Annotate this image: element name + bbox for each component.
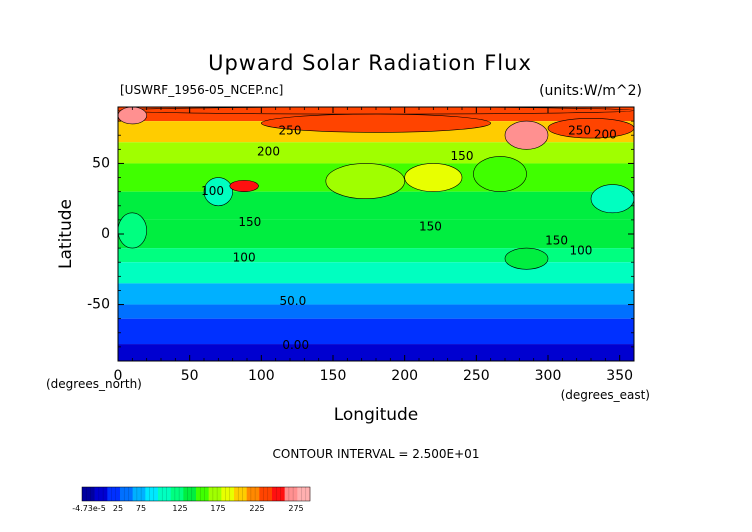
field-region-9 <box>473 156 527 192</box>
y-tick-label--50: -50 <box>87 297 110 313</box>
colorbar-cell-12 <box>234 487 247 501</box>
y-tick-label-0: 0 <box>101 226 110 242</box>
colorbar-cell-6 <box>158 487 171 501</box>
file-label: [USWRF_1956-05_NCEP.nc] <box>120 83 283 97</box>
latitude-band-2 <box>118 142 634 164</box>
colorbar-cell-15 <box>272 487 285 501</box>
contour-label-2: 200 <box>257 145 280 159</box>
colorbar-label-3: 125 <box>172 504 187 513</box>
x-tick-label-0: 0 <box>114 368 123 384</box>
contour-label-0: 250 <box>279 123 302 137</box>
contour-label-6: 150 <box>238 215 261 229</box>
field-region-2 <box>261 113 491 133</box>
latitude-band-5 <box>118 219 634 249</box>
colorbar-cell-13 <box>246 487 260 501</box>
colorbar-cell-4 <box>132 487 146 501</box>
field-region-12 <box>504 247 549 270</box>
colorbar-cell-3 <box>120 487 133 501</box>
x-tick-label-300: 300 <box>535 368 562 384</box>
colorbar-cell-0 <box>82 487 95 501</box>
x-tick-label-50: 50 <box>181 368 199 384</box>
colorbar-cell-5 <box>145 487 159 501</box>
colorbar-cell-1 <box>94 487 108 501</box>
x-tick-label-150: 150 <box>320 368 347 384</box>
contour-label-3: 200 <box>594 128 617 142</box>
y-tick-label-50: 50 <box>92 155 110 171</box>
x-tick-label-200: 200 <box>391 368 418 384</box>
field-region-6 <box>229 180 259 192</box>
contour-interval-note: CONTOUR INTERVAL = 2.500E+01 <box>273 447 480 461</box>
latitude-band-11 <box>118 344 634 361</box>
x-unit-label: (degrees_east) <box>561 388 650 402</box>
field-region-11 <box>117 212 147 249</box>
colorbar-cell-17 <box>297 487 311 501</box>
colorbar-label-0: -4.73e-5 <box>72 504 106 513</box>
latitude-band-10 <box>118 318 634 345</box>
field-region-10 <box>590 184 635 214</box>
latitude-band-7 <box>118 262 634 284</box>
contour-label-7: 150 <box>419 219 442 233</box>
colorbar-cell-9 <box>196 487 209 501</box>
contour-label-12: 0.00 <box>282 338 309 352</box>
colorbar-cell-14 <box>259 487 273 501</box>
colorbar-cell-7 <box>170 487 184 501</box>
colorbar-label-1: 25 <box>113 504 123 513</box>
field-region-5 <box>203 177 233 207</box>
contour-label-4: 150 <box>451 149 474 163</box>
field-region-8 <box>404 163 463 192</box>
contour-label-1: 250 <box>568 123 591 137</box>
colorbar-label-4: 175 <box>210 504 225 513</box>
colorbar-label-2: 75 <box>136 504 146 513</box>
field-region-7 <box>325 163 405 200</box>
contour-label-9: 100 <box>570 243 593 257</box>
y-unit-label: (degrees_north) <box>46 377 142 391</box>
x-axis-label: Longitude <box>334 405 419 425</box>
latitude-band-6 <box>118 248 634 263</box>
x-tick-label-350: 350 <box>606 368 633 384</box>
colorbar-label-6: 275 <box>288 504 303 513</box>
colorbar-cell-11 <box>221 487 235 501</box>
latitude-band-8 <box>118 283 634 305</box>
contour-label-5: 100 <box>201 184 224 198</box>
latitude-band-9 <box>118 304 634 319</box>
chart-title: Upward Solar Radiation Flux <box>208 51 532 75</box>
x-tick-label-100: 100 <box>248 368 275 384</box>
field-region-3 <box>504 120 549 150</box>
field-region-4 <box>547 117 635 139</box>
colorbar-label-5: 225 <box>249 504 264 513</box>
contour-label-8: 150 <box>545 234 568 248</box>
colorbar-cell-2 <box>107 487 121 501</box>
y-axis-label: Latitude <box>56 199 76 269</box>
colorbar-frame <box>81 486 311 502</box>
units-label: (units:W/m^2) <box>539 83 642 99</box>
colorbar: -4.73e-5 25 75 125 175 225 275 <box>72 486 311 513</box>
colorbar-cell-16 <box>284 487 298 501</box>
colorbar-cell-8 <box>183 487 197 501</box>
colorbar-cell-10 <box>208 487 222 501</box>
contour-label-10: 100 <box>233 250 256 264</box>
x-tick-label-250: 250 <box>463 368 490 384</box>
contour-label-11: 50.0 <box>280 294 307 308</box>
